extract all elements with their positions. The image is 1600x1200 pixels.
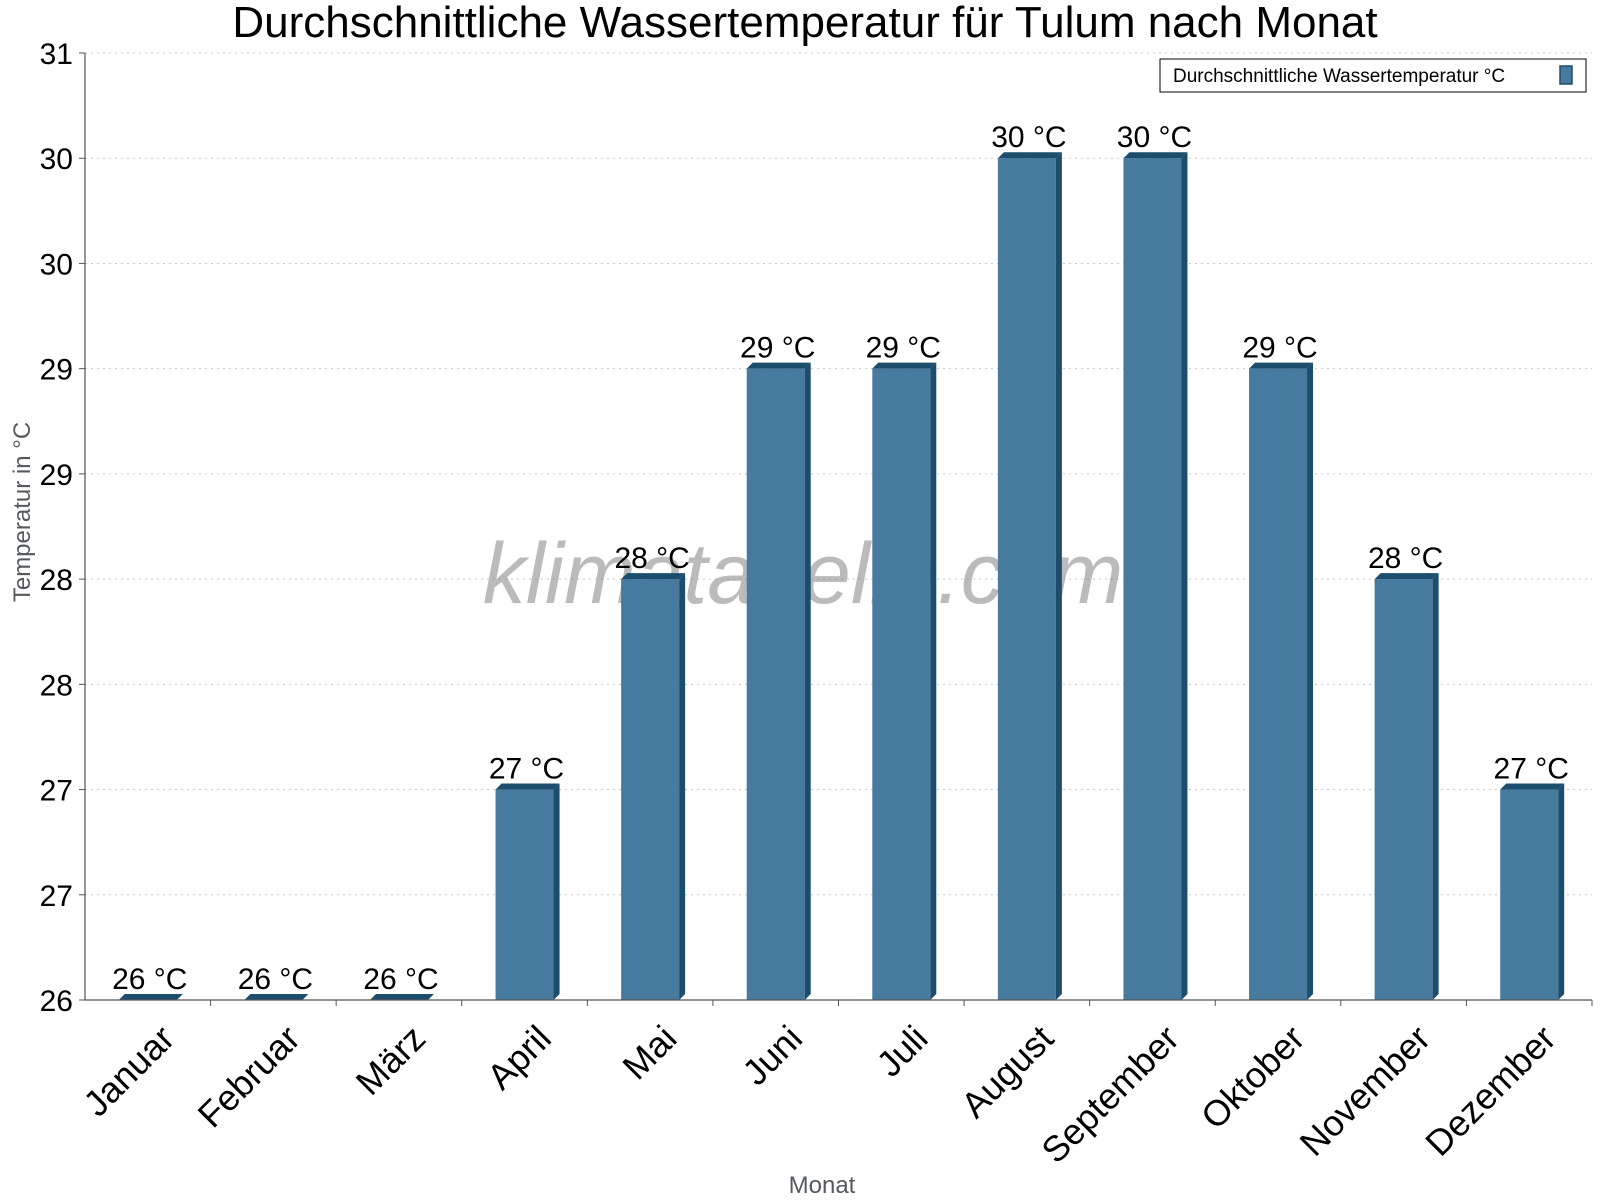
bar-top — [872, 362, 937, 369]
bar-face — [1249, 368, 1308, 1001]
bar-februar — [244, 994, 309, 1000]
bar-top — [118, 994, 183, 1000]
y-tick-label: 28 — [40, 669, 73, 702]
data-label: 26 °C — [112, 963, 187, 996]
x-tick-label: Februar — [190, 1017, 308, 1135]
bar-juni — [746, 362, 811, 1001]
bar-face — [1123, 158, 1182, 1000]
x-tick-label: März — [348, 1017, 434, 1103]
chart-title: Durchschnittliche Wassertemperatur für T… — [232, 0, 1377, 47]
bar-face — [621, 579, 680, 1000]
bar-face — [872, 368, 931, 1001]
y-tick-label: 30 — [40, 143, 73, 176]
bar-face — [1374, 579, 1433, 1000]
x-tick-label: Oktober — [1193, 1017, 1313, 1137]
bar-april — [495, 783, 560, 1000]
legend: Durchschnittliche Wassertemperatur °C — [1159, 58, 1587, 93]
bar-top — [369, 994, 434, 1000]
bar-side — [804, 362, 811, 1001]
bar-top — [1500, 783, 1565, 790]
data-label: 26 °C — [238, 963, 313, 996]
y-tick-label: 29 — [40, 354, 73, 387]
bar-märz — [369, 994, 434, 1000]
bar-top — [746, 362, 811, 369]
y-tick-label: 31 — [40, 38, 73, 71]
bar-top — [1374, 573, 1439, 580]
x-tick-label: Januar — [75, 1017, 182, 1124]
bars — [118, 152, 1565, 1001]
data-label: 30 °C — [1117, 121, 1192, 154]
x-tick-label: Mai — [614, 1017, 684, 1087]
bar-face — [997, 158, 1056, 1000]
y-tick-label: 29 — [40, 459, 73, 492]
legend-label: Durchschnittliche Wassertemperatur °C — [1173, 66, 1505, 87]
data-label: 27 °C — [1494, 753, 1569, 786]
x-tick-label: Juni — [734, 1017, 810, 1093]
bar-face — [746, 368, 805, 1001]
bar-november — [1374, 573, 1439, 1000]
bar-side — [1307, 362, 1314, 1001]
bar-juli — [872, 362, 937, 1001]
data-label: 30 °C — [991, 121, 1066, 154]
bar-oktober — [1249, 362, 1314, 1001]
bar-side — [1558, 783, 1565, 1000]
bar-side — [679, 573, 686, 1000]
bar-side — [1181, 152, 1188, 1000]
bar-mai — [621, 573, 686, 1000]
y-tick-label: 26 — [40, 985, 73, 1018]
gridlines — [85, 52, 1592, 896]
bar-september — [1123, 152, 1188, 1000]
x-tick-label: November — [1292, 1017, 1438, 1163]
y-tick-label: 30 — [40, 248, 73, 281]
x-tick-label: August — [953, 1017, 1061, 1125]
data-label: 28 °C — [614, 542, 689, 575]
bar-side — [553, 783, 560, 1000]
bar-face — [495, 789, 554, 1000]
bar-side — [1055, 152, 1062, 1000]
bar-top — [244, 994, 309, 1000]
data-label: 29 °C — [740, 332, 815, 365]
data-labels: 26 °C 26 °C 26 °C 27 °C 28 °C 29 °C 29 °C 30 °C… — [112, 121, 1569, 996]
bar-side — [930, 362, 937, 1001]
x-tick-label: April — [479, 1017, 559, 1097]
bar-januar — [118, 994, 183, 1000]
bar-top — [621, 573, 686, 580]
data-label: 29 °C — [1242, 332, 1317, 365]
legend-box — [1159, 58, 1587, 93]
x-tick-label: Juli — [868, 1017, 935, 1084]
bar-top — [1123, 152, 1188, 159]
bar-face — [1500, 789, 1559, 1000]
data-label: 29 °C — [866, 332, 941, 365]
y-axis-title: Temperatur in °C — [9, 422, 36, 602]
x-tick-label: September — [1033, 1017, 1187, 1171]
data-label: 27 °C — [489, 753, 564, 786]
legend-swatch — [1559, 65, 1573, 85]
data-label: 28 °C — [1368, 542, 1443, 575]
data-label: 26 °C — [363, 963, 438, 996]
bar-august — [997, 152, 1062, 1000]
x-tick-label: Dezember — [1417, 1017, 1563, 1163]
bar-top — [1249, 362, 1314, 369]
y-tick-label: 28 — [40, 564, 73, 597]
y-tick-label: 27 — [40, 775, 73, 808]
y-tick-label: 27 — [40, 880, 73, 913]
bar-dezember — [1500, 783, 1565, 1000]
bar-top — [997, 152, 1062, 159]
x-axis-title: Monat — [789, 1172, 856, 1199]
bar-side — [1432, 573, 1439, 1000]
bar-top — [495, 783, 560, 790]
